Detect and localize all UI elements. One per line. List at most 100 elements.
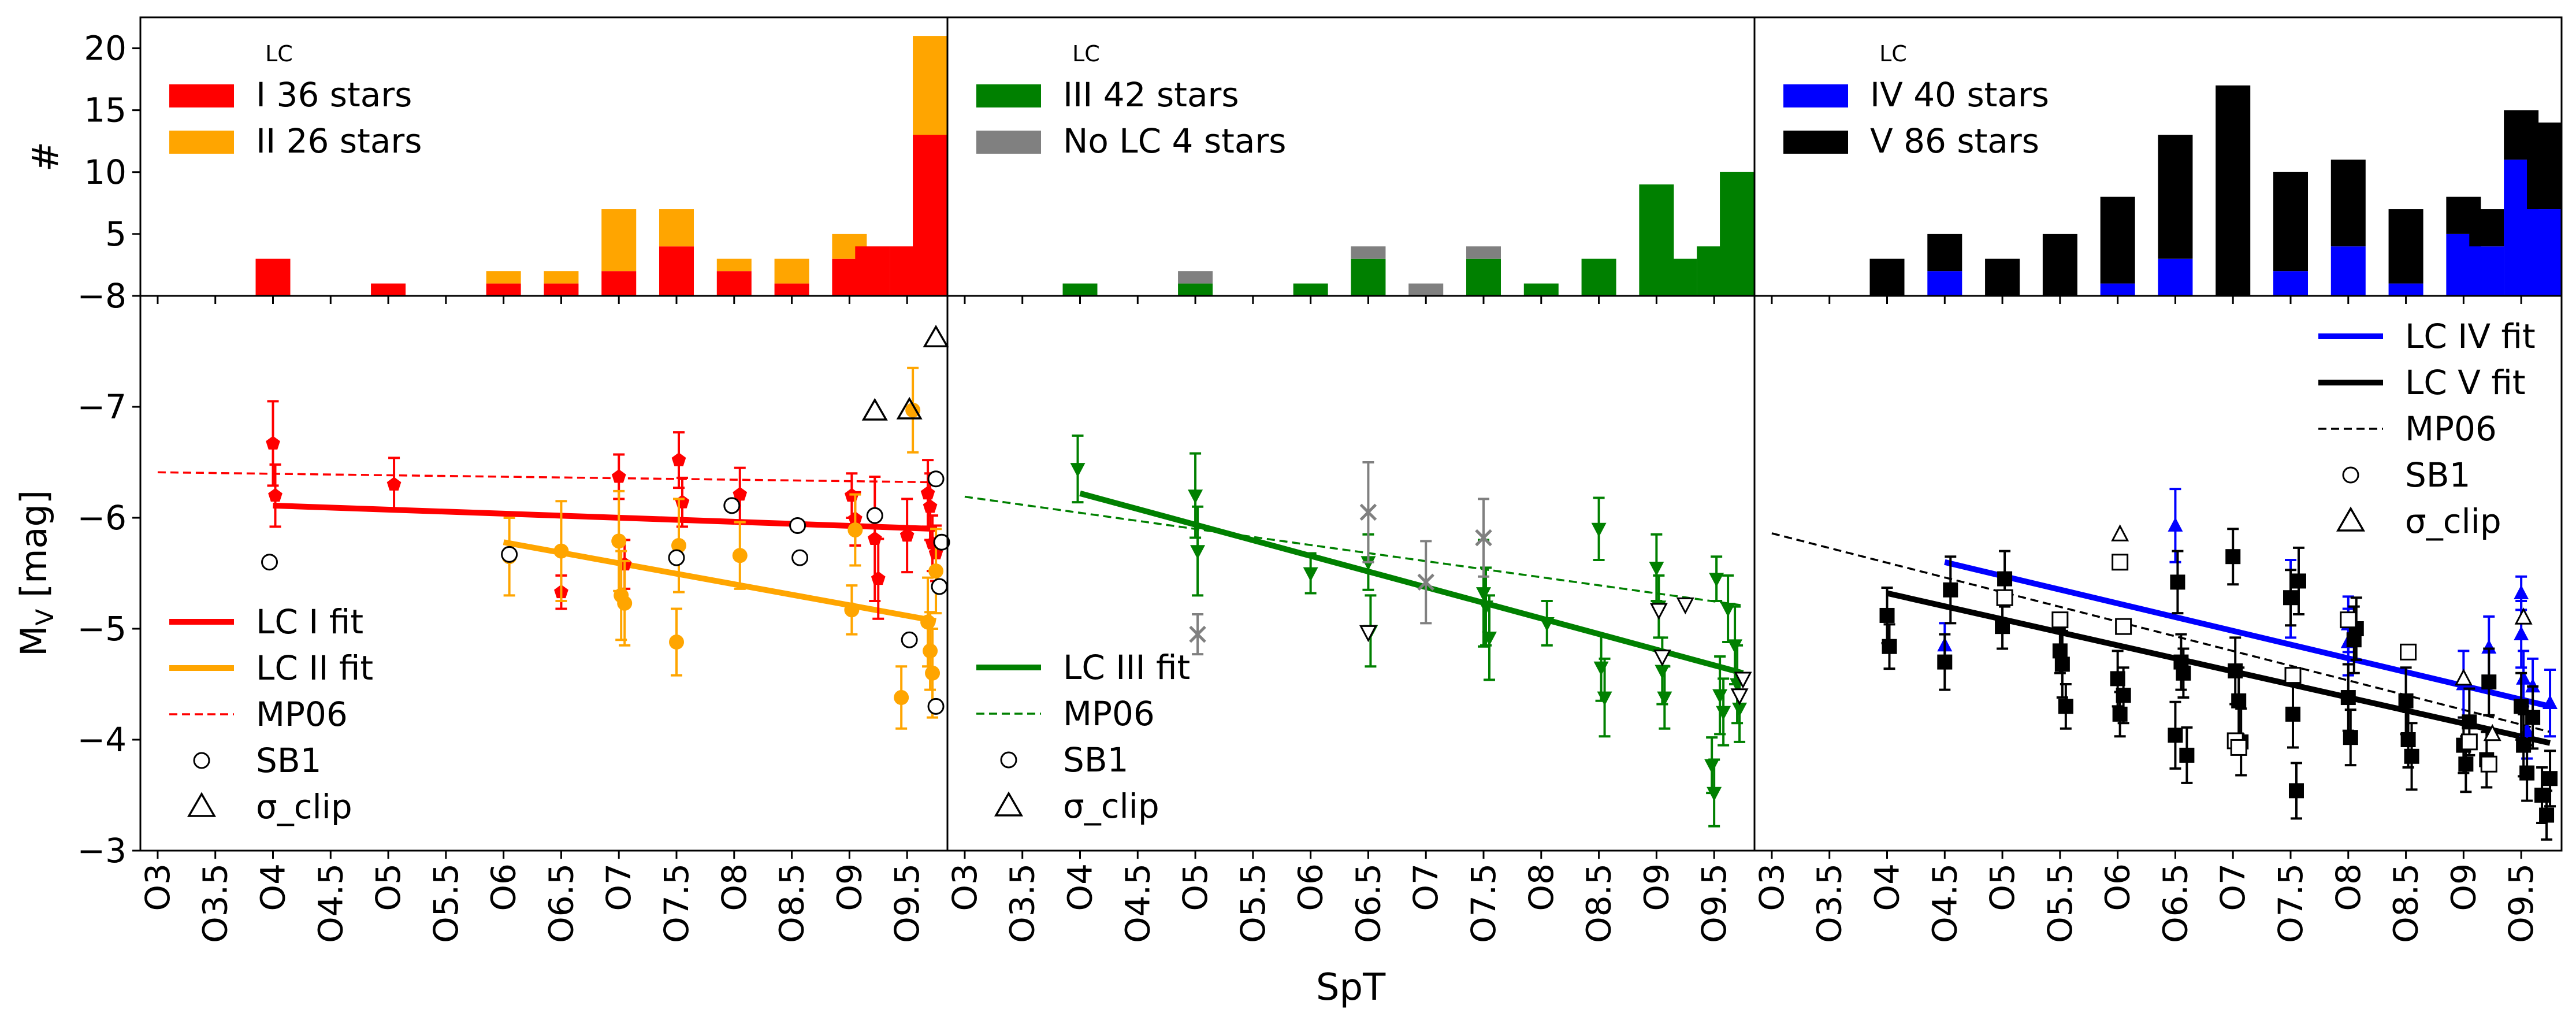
- hist-legend-label: III 42 stars: [1063, 75, 1239, 114]
- hist-bar-primary: [1720, 172, 1755, 296]
- data-point: [1937, 654, 1953, 670]
- sb1-marker: [2480, 755, 2497, 773]
- hist-legend-title: LC: [1879, 41, 1907, 66]
- data-point: [2231, 693, 2247, 708]
- mv-y-tick-label: −3: [77, 831, 127, 870]
- data-point: [1657, 691, 1672, 706]
- data-point: [1709, 573, 1724, 587]
- hist-bar-primary: [659, 246, 694, 296]
- x-tick-label: O3: [138, 863, 177, 911]
- no-lc-marker: [1417, 573, 1434, 591]
- data-point: [2398, 693, 2414, 708]
- fit-line: [964, 495, 1744, 607]
- legend-marker-swatch: [193, 752, 210, 769]
- data-point: [1732, 702, 1748, 717]
- x-tick-label: O8: [2329, 863, 2368, 911]
- x-tick-label: O4: [1868, 863, 1907, 911]
- scatter-legend-label: LC IV fit: [2405, 317, 2536, 356]
- x-tick-label: O5: [369, 863, 408, 911]
- x-tick-label: O3.5: [1810, 863, 1849, 943]
- data-point: [2458, 756, 2474, 772]
- data-point: [2519, 765, 2535, 781]
- x-tick-label: O4.5: [1925, 863, 1964, 943]
- data-point: [2112, 706, 2128, 722]
- sigma-clip-marker: [1653, 650, 1671, 667]
- data-point: [2404, 748, 2419, 764]
- marks-layer: [157, 36, 2562, 841]
- data-point: [2340, 690, 2356, 706]
- x-tick-label: O4.5: [1118, 863, 1157, 943]
- data-point: [671, 452, 686, 466]
- sb1-marker: [901, 631, 918, 648]
- data-point: [2288, 783, 2304, 799]
- data-point: [732, 548, 748, 563]
- data-point: [2228, 663, 2243, 678]
- hist-bar-primary: [774, 283, 809, 296]
- x-stroke: [1359, 503, 1377, 521]
- hist-bar-primary: [255, 258, 291, 296]
- x-tick-label: O9.5: [1694, 863, 1734, 943]
- x-tick-label: O9.5: [2501, 863, 2541, 943]
- frame-layer: [139, 16, 2563, 852]
- sb1-marker: [931, 578, 948, 595]
- data-point: [611, 469, 626, 483]
- legend-marker-swatch: [1000, 751, 1017, 769]
- hist-bar-secondary: [1985, 258, 2020, 296]
- data-point: [2481, 639, 2497, 654]
- sigma-clip-marker: [861, 398, 888, 421]
- hist-bar-primary: [2273, 271, 2309, 296]
- x-axis-label: SpT: [1316, 966, 1386, 1009]
- x-tick-label: O7.5: [1464, 863, 1503, 943]
- data-point: [669, 635, 685, 650]
- hist-bar-secondary: [1408, 283, 1444, 296]
- data-point: [920, 614, 936, 630]
- x-tick-label: O3.5: [196, 863, 235, 943]
- fit-line: [273, 502, 936, 532]
- hist-bar-secondary: [486, 271, 521, 284]
- data-point: [1591, 522, 1607, 537]
- x-tick-label: O9: [2444, 863, 2483, 911]
- scatter-legend-label: MP06: [2405, 409, 2497, 448]
- hist-legend-swatch: [976, 84, 1041, 107]
- fit-line: [1886, 590, 2551, 746]
- hist-bar-secondary: [2042, 233, 2077, 296]
- hist-legend-label: II 26 stars: [256, 121, 422, 161]
- sb1-marker: [927, 470, 945, 488]
- x-tick-label: O7.5: [657, 863, 696, 943]
- hist-bar-secondary: [716, 258, 752, 272]
- scatter-legend-label: LC II fit: [256, 648, 373, 688]
- hist-y-tick-label: 5: [105, 214, 127, 254]
- data-point: [733, 487, 748, 501]
- data-point: [923, 643, 938, 659]
- data-point: [871, 571, 886, 585]
- hist-bar-secondary: [2330, 159, 2366, 247]
- data-point: [1943, 582, 1958, 598]
- scatter-legend-label: SB1: [256, 741, 322, 780]
- sigma-clip-marker: [2483, 724, 2501, 741]
- x-tick-label: O6: [1291, 863, 1330, 911]
- sigma-clip-marker: [1649, 603, 1668, 620]
- sb1-marker: [2460, 733, 2478, 751]
- data-point: [268, 488, 282, 502]
- sb1-marker: [927, 697, 945, 715]
- hist-bar-primary: [1062, 283, 1098, 296]
- sb1-marker: [791, 549, 809, 566]
- data-point: [1190, 545, 1206, 559]
- x-tick-label: O8.5: [772, 863, 812, 943]
- data-point: [2179, 747, 2195, 763]
- data-point: [611, 533, 627, 549]
- legend-marker-swatch: [994, 791, 1024, 817]
- hist-y-tick-label: 20: [84, 29, 127, 68]
- data-point: [1707, 786, 1722, 802]
- hist-bar-primary: [1523, 283, 1559, 296]
- hist-bar-secondary: [2273, 172, 2309, 272]
- data-point: [1997, 571, 2013, 587]
- hist-bar-secondary: [544, 271, 579, 284]
- x-tick-label: O5: [1983, 863, 2022, 911]
- no-lc-marker: [1475, 529, 1492, 547]
- x-tick-label: O6.5: [2155, 863, 2195, 943]
- legend-marker-swatch: [187, 792, 217, 817]
- hist-legend-swatch: [1783, 131, 1848, 154]
- data-point: [1303, 567, 1318, 582]
- data-point: [1481, 631, 1497, 646]
